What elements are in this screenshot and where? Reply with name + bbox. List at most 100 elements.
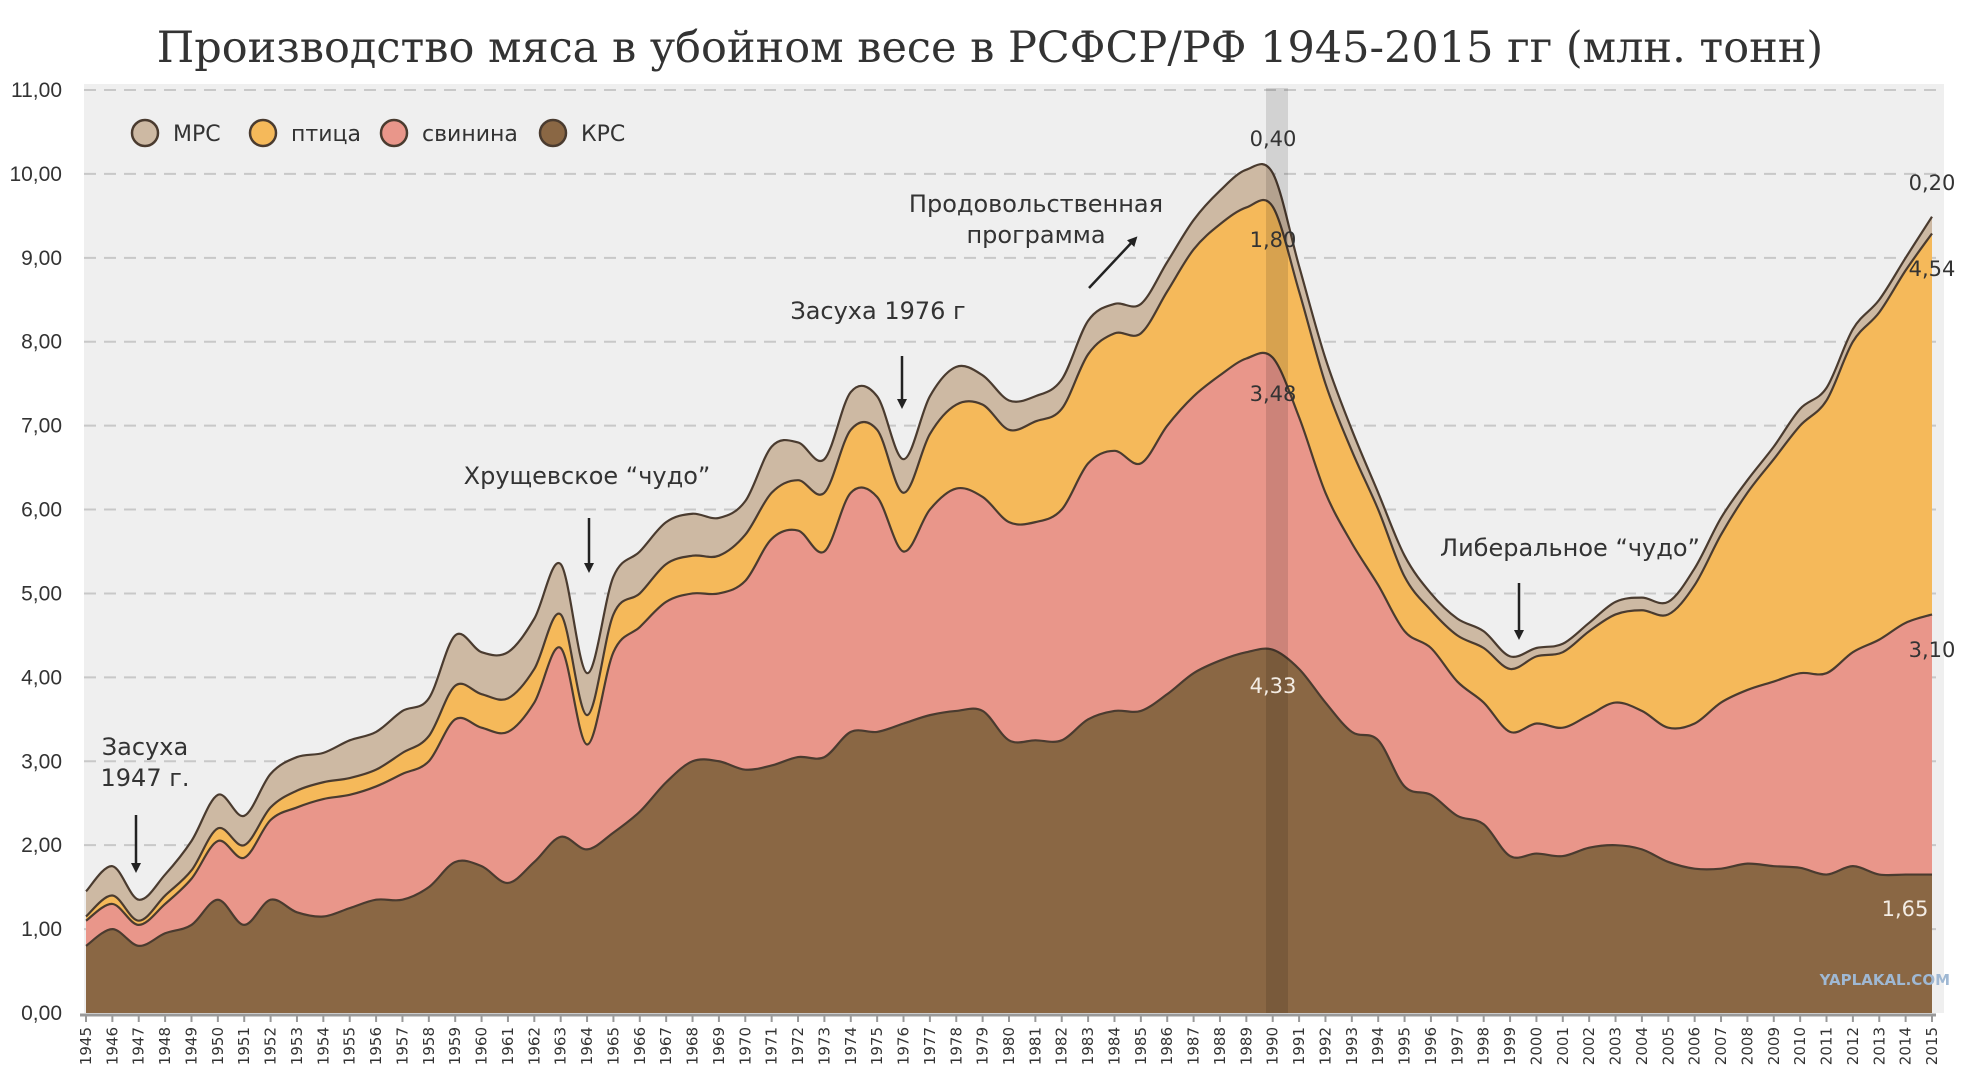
data-label-2015: 1,65 (1882, 897, 1929, 921)
year-1990-highlight-band (1266, 88, 1288, 1013)
x-tick-label: 2002 (1580, 1027, 1598, 1065)
x-tick-label: 1945 (77, 1027, 95, 1065)
annotation-text: Либеральное “чудо” (1440, 534, 1700, 562)
legend-swatch (538, 118, 568, 148)
data-label-1990: 4,33 (1250, 674, 1297, 698)
y-tick-label: 8,00 (21, 331, 62, 354)
legend-label: свинина (422, 122, 518, 147)
legend-swatch (130, 118, 160, 148)
x-tick-label: 1998 (1475, 1027, 1493, 1065)
x-tick-label: 1997 (1448, 1027, 1466, 1065)
x-tick-label: 1986 (1158, 1027, 1176, 1065)
y-tick-label: 9,00 (21, 247, 62, 270)
x-tick-label: 1952 (262, 1027, 280, 1065)
y-tick-label: 10,00 (9, 163, 62, 186)
x-tick-label: 1966 (631, 1027, 649, 1065)
x-tick-label: 1953 (288, 1027, 306, 1065)
x-tick-label: 1965 (604, 1027, 622, 1065)
x-tick-label: 1958 (420, 1027, 438, 1065)
x-tick-label: 1973 (815, 1027, 833, 1065)
y-tick-label: 2,00 (21, 834, 62, 857)
watermark: YAPLAKAL.COM (1819, 971, 1950, 989)
x-tick-label: 1964 (578, 1027, 596, 1065)
x-tick-label: 1977 (921, 1027, 939, 1065)
x-tick-label: 1960 (473, 1027, 491, 1065)
x-tick-label: 2012 (1844, 1027, 1862, 1065)
annotation-arrow (1088, 236, 1138, 289)
x-tick-label: 1957 (393, 1027, 411, 1065)
x-tick-label: 1982 (1053, 1027, 1071, 1065)
x-tick-label: 1994 (1369, 1027, 1387, 1065)
x-tick-label: 1988 (1211, 1027, 1229, 1065)
chart-title: Производство мяса в убойном весе в РСФСР… (157, 23, 1823, 73)
legend-label: КРС (581, 122, 625, 147)
x-tick-label: 1974 (842, 1027, 860, 1065)
x-tick-label: 2011 (1818, 1027, 1836, 1065)
x-tick-label: 2010 (1791, 1027, 1809, 1065)
y-tick-label: 11,00 (11, 79, 62, 102)
annotation-text: 1947 г. (101, 764, 190, 792)
x-tick-label: 2014 (1897, 1027, 1915, 1065)
x-tick-label: 2008 (1738, 1027, 1756, 1065)
x-tick-label: 1989 (1237, 1027, 1255, 1065)
x-tick-label: 1956 (367, 1027, 385, 1065)
x-tick-label: 1984 (1105, 1027, 1123, 1065)
x-tick-label: 1993 (1343, 1027, 1361, 1065)
annotation-text: Продовольственная (909, 190, 1163, 218)
series-line-mrs (85, 163, 1933, 901)
data-label-2015: 0,20 (1909, 171, 1956, 195)
annotation-text: Хрущевское “чудо” (464, 462, 711, 490)
x-tick-label: 1992 (1316, 1027, 1334, 1065)
x-tick-label: 2007 (1712, 1027, 1730, 1065)
x-tick-label: 2000 (1527, 1027, 1545, 1065)
series-line-pork (85, 351, 1933, 926)
y-tick-label: 4,00 (21, 666, 62, 689)
annotation-text: Засуха 1976 г (790, 297, 965, 325)
x-tick-label: 1969 (710, 1027, 728, 1065)
y-tick-label: 6,00 (21, 499, 62, 522)
x-tick-label: 1980 (1000, 1027, 1018, 1065)
y-tick-label: 3,00 (21, 750, 62, 773)
x-tick-label: 1972 (789, 1027, 807, 1065)
data-label-2015: 4,54 (1909, 257, 1956, 281)
x-tick-label: 1976 (895, 1027, 913, 1065)
x-tick-label: 2003 (1607, 1027, 1625, 1065)
x-tick-label: 1979 (974, 1027, 992, 1065)
y-tick-label: 5,00 (21, 582, 62, 605)
x-tick-label: 1949 (182, 1027, 200, 1065)
x-tick-label: 1954 (314, 1027, 332, 1065)
x-tick-label: 1985 (1132, 1027, 1150, 1065)
x-tick-label: 2015 (1923, 1027, 1941, 1065)
y-tick-label: 1,00 (21, 918, 62, 941)
x-tick-label: 2001 (1554, 1027, 1572, 1065)
x-tick-label: 1955 (341, 1027, 359, 1065)
annotation-text: Засуха (102, 733, 188, 761)
annotation-text: программа (966, 221, 1105, 249)
x-tick-label: 1991 (1290, 1027, 1308, 1065)
x-tick-label: 1999 (1501, 1027, 1519, 1065)
x-tick-label: 1967 (657, 1027, 675, 1065)
x-tick-label: 1946 (103, 1027, 121, 1065)
legend-swatch (379, 118, 409, 148)
y-tick-label: 0,00 (21, 1002, 62, 1025)
x-tick-label: 1963 (552, 1027, 570, 1065)
legend-swatch (248, 118, 278, 148)
x-tick-label: 2009 (1765, 1027, 1783, 1065)
x-tick-label: 1987 (1185, 1027, 1203, 1065)
x-tick-label: 1975 (868, 1027, 886, 1065)
legend-label: птица (291, 122, 361, 147)
data-label-1990: 3,48 (1250, 382, 1297, 406)
area-krs (86, 648, 1932, 1013)
x-tick-label: 1971 (763, 1027, 781, 1065)
x-tick-label: 1981 (1026, 1027, 1044, 1065)
x-tick-label: 1948 (156, 1027, 174, 1065)
x-tick-label: 1978 (947, 1027, 965, 1065)
data-label-1990: 0,40 (1250, 127, 1297, 151)
x-tick-label: 1947 (130, 1027, 148, 1065)
x-tick-label: 1950 (209, 1027, 227, 1065)
series-line-poultry (85, 198, 1933, 922)
x-tick-label: 1970 (736, 1027, 754, 1065)
x-tick-label: 1990 (1264, 1027, 1282, 1065)
data-label-1990: 1,80 (1250, 228, 1297, 252)
